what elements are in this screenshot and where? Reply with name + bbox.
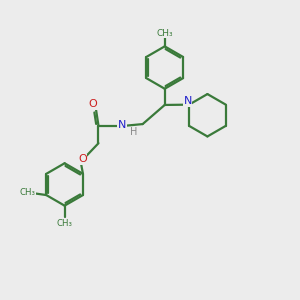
Text: N: N: [183, 96, 192, 106]
Text: CH₃: CH₃: [57, 219, 73, 228]
Text: N: N: [118, 120, 126, 130]
Text: CH₃: CH₃: [20, 188, 36, 197]
Text: H: H: [130, 127, 137, 137]
Text: O: O: [78, 154, 87, 164]
Text: CH₃: CH₃: [156, 28, 173, 38]
Text: O: O: [88, 99, 97, 110]
